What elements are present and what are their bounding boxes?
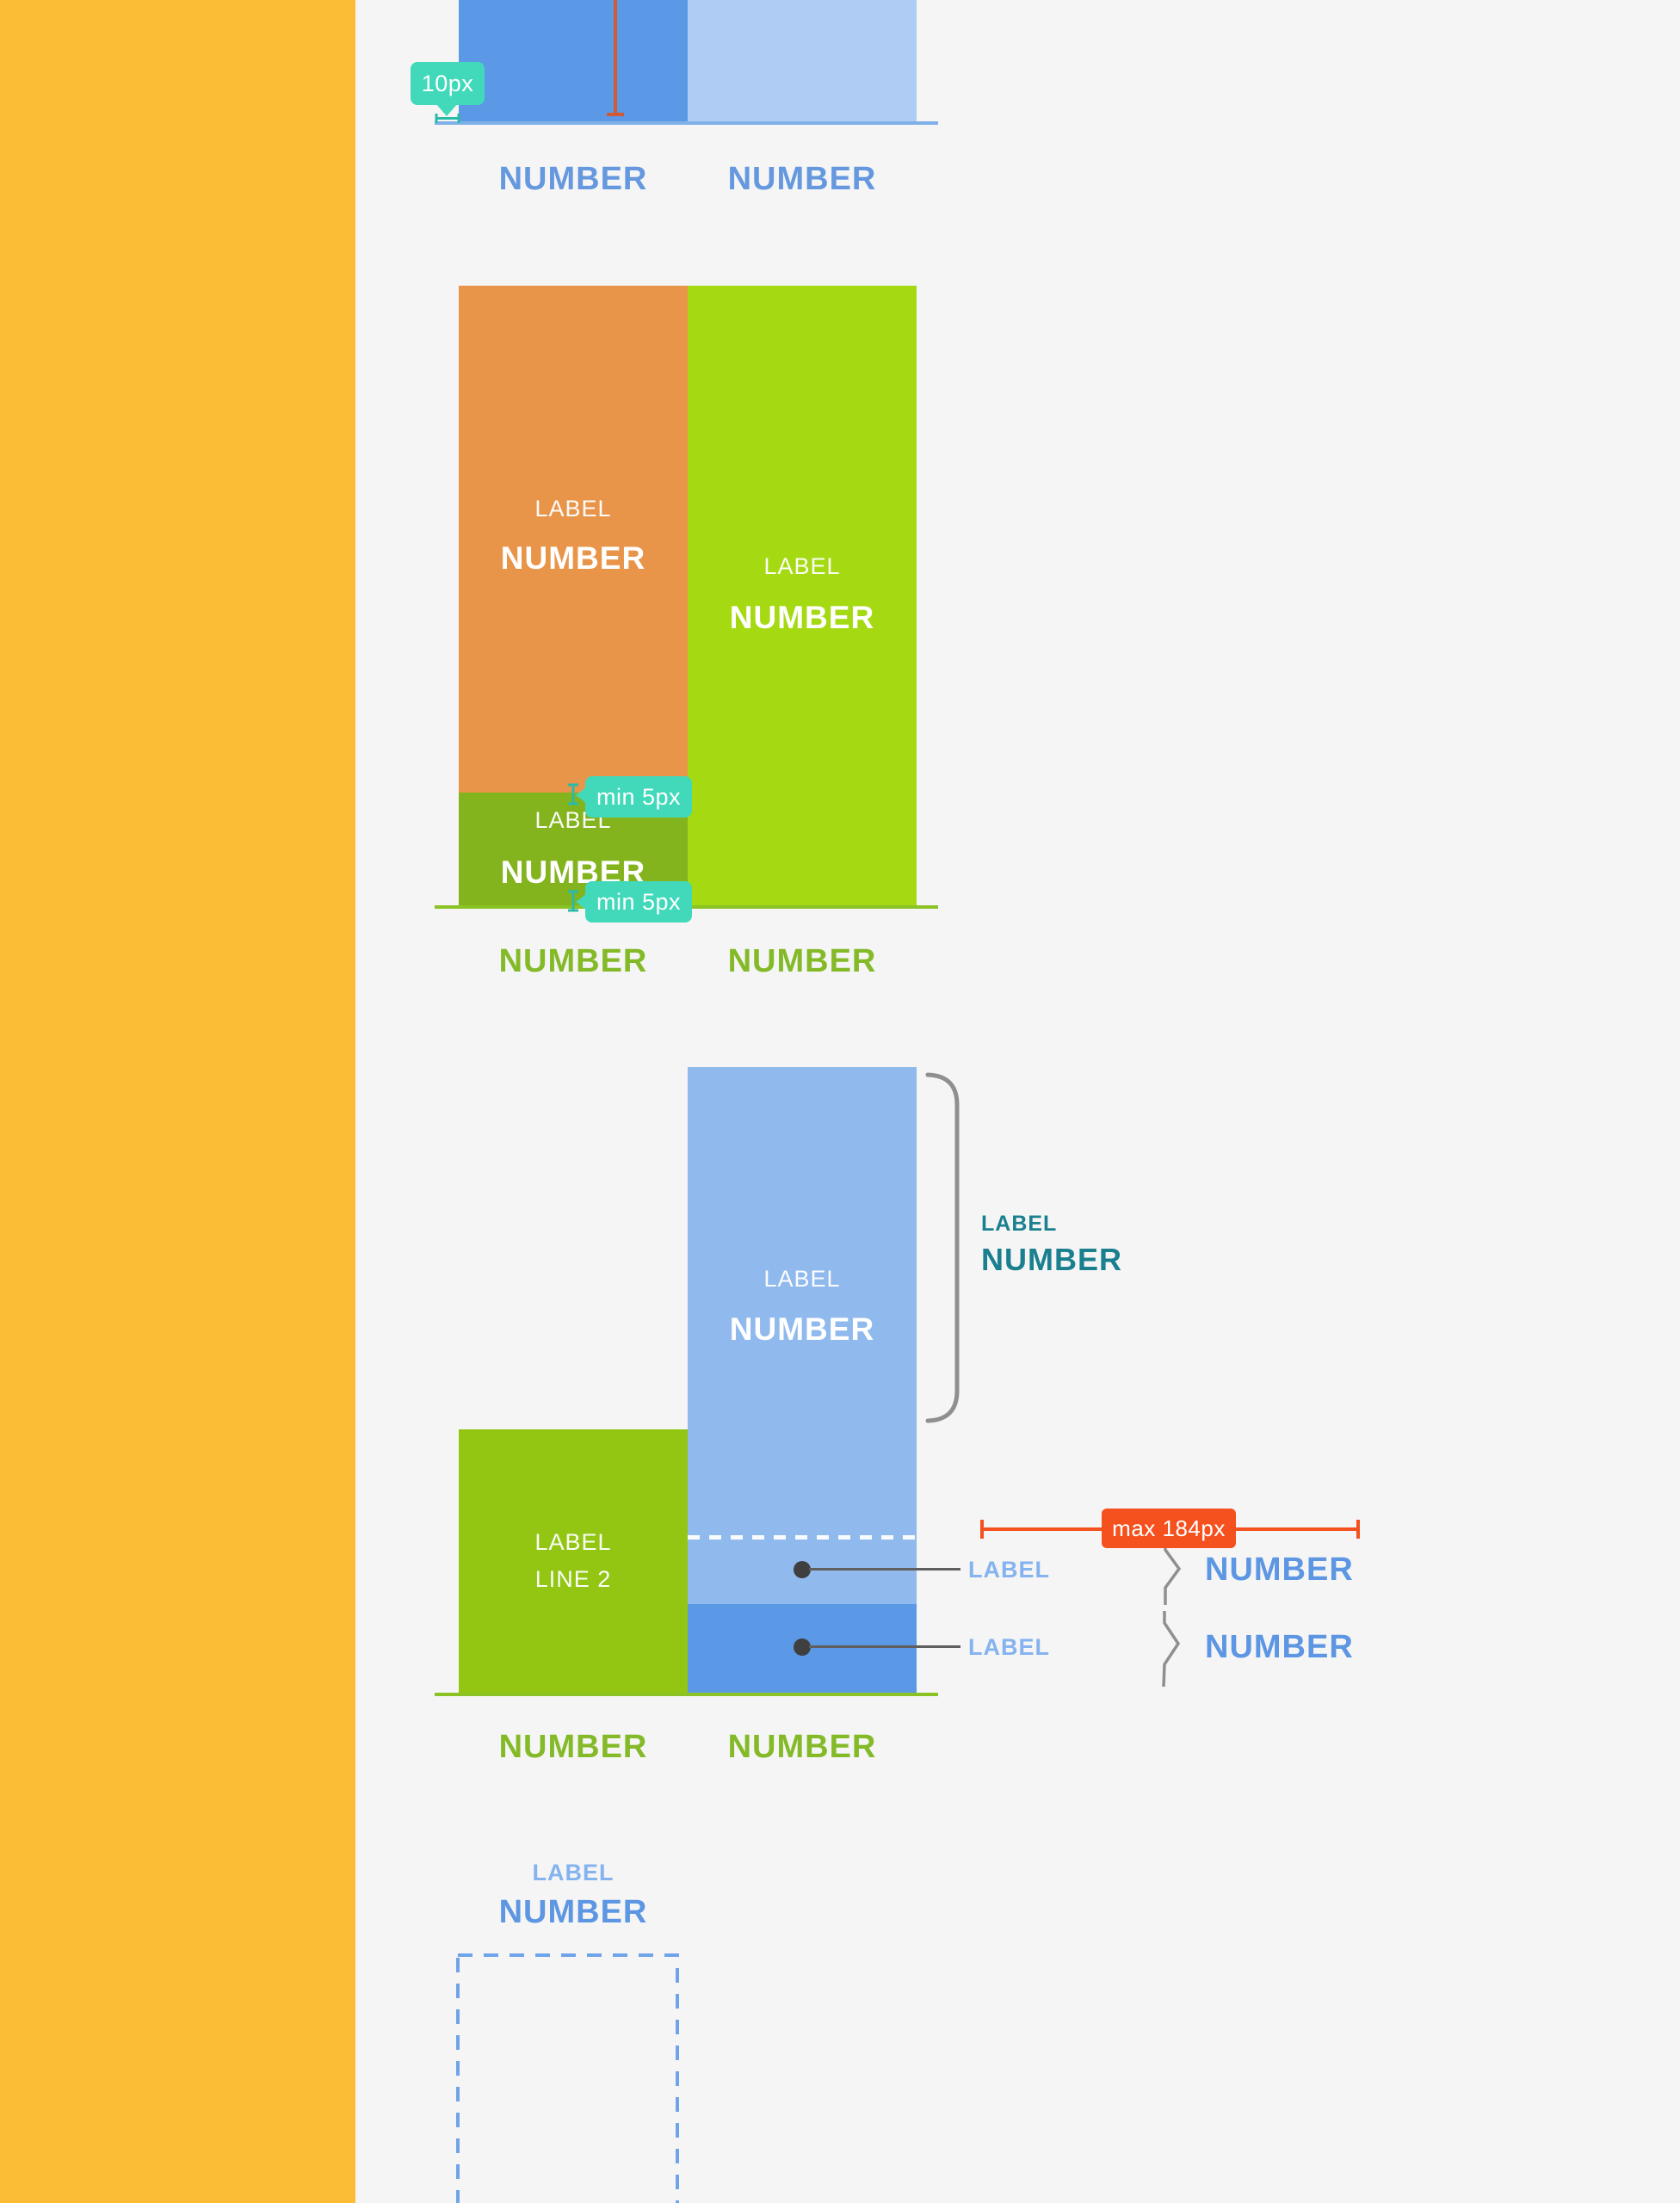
callout-number: NUMBER [1205, 1552, 1354, 1588]
chart1-bar-lightblue [688, 0, 917, 121]
callout-leader-line [809, 1645, 960, 1648]
squiggle-brace-icon [1162, 1616, 1181, 1688]
chart2-bar-green [688, 286, 917, 905]
max-height-dotted-line [688, 1535, 917, 1540]
squiggle-brace-icon [1163, 1546, 1182, 1616]
min-badge-notch [576, 893, 587, 910]
bar-segment-label: LABEL [763, 553, 841, 579]
callout-number: NUMBER [1205, 1629, 1354, 1665]
chart2-axis-label: NUMBER [727, 943, 877, 979]
measure-line-foot [607, 113, 624, 116]
bar-segment-label: LABEL [534, 496, 612, 521]
chart3-baseline [435, 1693, 938, 1696]
chart2-bar-orange-segment [459, 286, 688, 793]
chart3-axis-label: NUMBER [498, 1729, 648, 1765]
bracket-icon [925, 1072, 960, 1423]
max-badge: max 184px [1102, 1509, 1236, 1548]
spacing-badge-text: 10px [421, 70, 474, 96]
measure-line-vertical [614, 0, 617, 114]
bar-segment-number: NUMBER [729, 600, 875, 635]
v-ibeam-tick-icon [568, 783, 578, 805]
max-measure-tick-left [980, 1520, 984, 1539]
callout-label: LABEL [968, 1634, 1050, 1660]
max-measure-tick-right [1356, 1520, 1360, 1539]
v-ibeam-tick-icon [568, 890, 578, 912]
min-badge: min 5px [585, 776, 692, 818]
chart3-axis-label: NUMBER [727, 1729, 877, 1765]
bracket-callout-label: LABEL [981, 1212, 1058, 1236]
bar-segment-number: NUMBER [500, 540, 646, 576]
chart3-bar-green [459, 1429, 688, 1693]
chart1-axis-label: NUMBER [498, 161, 648, 197]
chart1-baseline [435, 121, 938, 125]
bar-segment-label: LINE 2 [534, 1566, 612, 1592]
placeholder-label: LABEL [532, 1860, 615, 1885]
spacing-badge: 10px [411, 62, 485, 105]
chart1-bar-blue [459, 0, 688, 121]
chart2-axis-label: NUMBER [498, 943, 648, 979]
bar-segment-label: LABEL [534, 1529, 612, 1555]
chart3-bar-lightblue [688, 1067, 917, 1604]
dashed-placeholder-box [456, 1953, 679, 2203]
max-badge-text: max 184px [1112, 1515, 1226, 1541]
callout-dot [794, 1638, 811, 1656]
min-badge-notch [576, 787, 587, 804]
bracket-callout-number: NUMBER [981, 1242, 1122, 1277]
min-badge: min 5px [585, 881, 692, 923]
bar-segment-number: NUMBER [729, 1311, 875, 1347]
bar-segment-label: LABEL [763, 1266, 841, 1292]
sidebar-accent-bar [0, 0, 355, 2203]
min-badge-text: min 5px [596, 783, 682, 810]
placeholder-number: NUMBER [498, 1894, 648, 1930]
callout-label: LABEL [968, 1557, 1050, 1583]
chart1-axis-label: NUMBER [727, 161, 877, 197]
spacing-badge-tail [435, 103, 458, 116]
callout-dot [794, 1561, 811, 1578]
callout-leader-line [809, 1568, 960, 1570]
min-badge-text: min 5px [596, 888, 682, 915]
